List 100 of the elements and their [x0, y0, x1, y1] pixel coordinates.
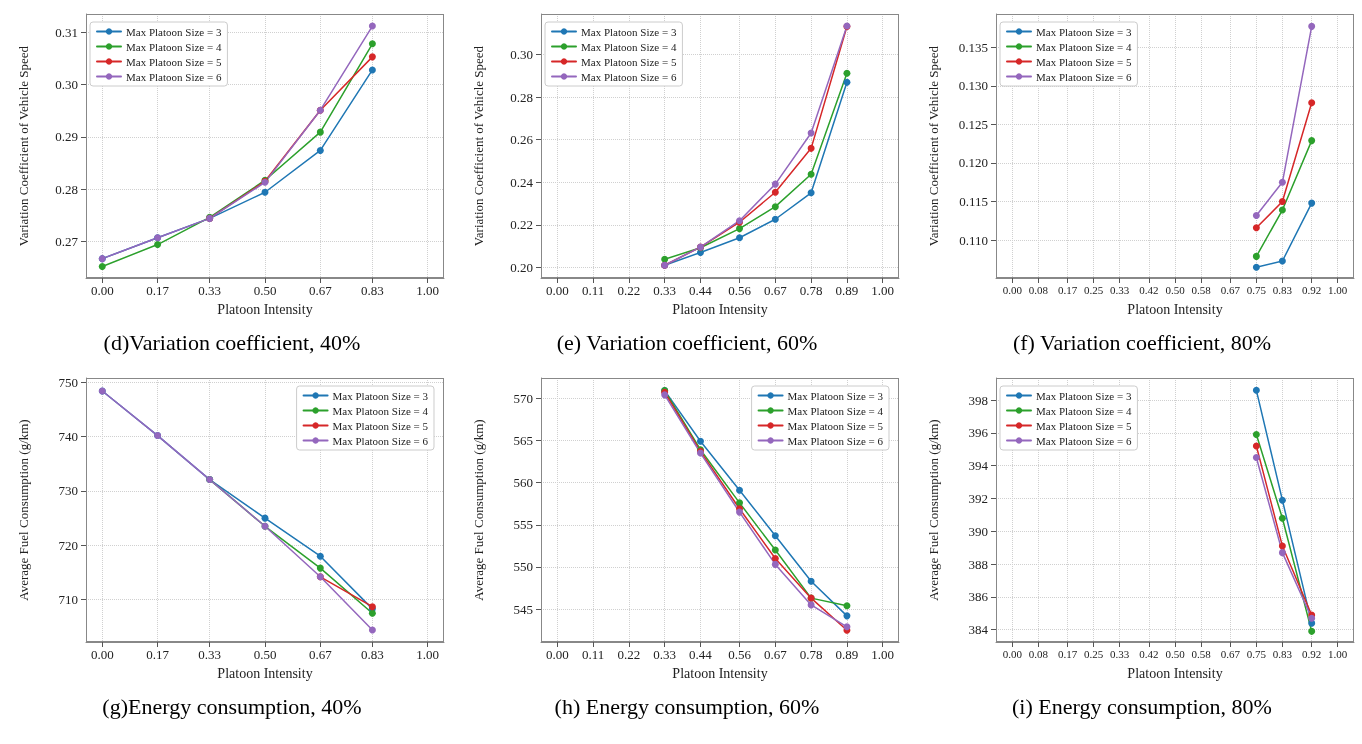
point — [1252, 454, 1260, 462]
legend-label: Max Platoon Size = 5 — [1036, 55, 1132, 68]
legend-label: Max Platoon Size = 4 — [787, 404, 884, 417]
point — [771, 180, 779, 188]
y-tick-label: 0.115 — [959, 194, 988, 210]
x-tick-label: 0.67 — [763, 283, 788, 298]
point — [368, 53, 376, 61]
y-axis-title: Average Fuel Consumption (g/km) — [471, 419, 486, 601]
y-tick-label: 740 — [58, 429, 78, 445]
legend-label: Max Platoon Size = 5 — [787, 419, 884, 432]
x-tick-label: 0.11 — [581, 647, 605, 662]
x-tick-label: 0.75 — [1246, 647, 1267, 660]
point — [1252, 252, 1260, 260]
point — [1278, 198, 1286, 206]
point — [661, 255, 669, 263]
y-tick-label: 0.20 — [510, 259, 533, 275]
x-axis-title: Platoon Intensity — [1127, 665, 1223, 681]
legend-label: Max Platoon Size = 6 — [1036, 70, 1132, 83]
point — [807, 189, 815, 197]
legend-label: Max Platoon Size = 6 — [126, 70, 222, 83]
x-tick-label: 1.00 — [416, 647, 440, 662]
x-tick-label: 0.08 — [1028, 647, 1049, 660]
y-tick-label: 384 — [968, 622, 989, 638]
y-tick-label: 0.24 — [510, 174, 534, 190]
legend-label: Max Platoon Size = 4 — [581, 40, 677, 53]
x-tick-label: 0.17 — [146, 283, 170, 298]
point — [1308, 199, 1316, 207]
x-tick-label: 0.17 — [1057, 647, 1078, 660]
x-tick-label: 0.89 — [835, 647, 859, 662]
y-axis-title: Variation Coefficient of Vehicle Speed — [16, 45, 31, 247]
x-tick-label: 0.83 — [361, 283, 384, 298]
y-tick-label: 0.125 — [958, 116, 988, 132]
point — [1252, 442, 1260, 450]
y-tick-label: 565 — [513, 432, 533, 448]
y-tick-label: 0.130 — [958, 78, 988, 94]
x-tick-label: 0.75 — [1246, 283, 1267, 296]
text: (f) Variation coefficient, 80% — [1011, 330, 1273, 356]
x-tick-label: 1.00 — [871, 283, 895, 298]
x-tick-label: 0.22 — [617, 283, 641, 298]
point — [807, 170, 815, 178]
x-tick-label: 0.50 — [253, 283, 277, 298]
y-tick-label: 0.135 — [958, 39, 988, 55]
point — [843, 612, 851, 620]
x-tick-label: 0.50 — [1165, 283, 1186, 296]
y-tick-label: 0.22 — [510, 217, 533, 233]
x-tick-label: 0.78 — [799, 647, 823, 662]
y-tick-label: 398 — [968, 392, 988, 408]
x-axis-title: Platoon Intensity — [1127, 301, 1223, 317]
point — [1308, 137, 1316, 145]
x-tick-label: 0.33 — [1110, 283, 1130, 296]
y-tick-label: 388 — [968, 556, 988, 572]
text: (g)Energy consumption, 40% — [101, 694, 363, 720]
x-tick-label: 0.50 — [253, 647, 277, 662]
point — [771, 532, 779, 540]
x-tick-label: 0.00 — [90, 283, 114, 298]
x-tick-label: 0.42 — [1139, 647, 1159, 660]
legend-label: Max Platoon Size = 3 — [581, 25, 677, 38]
legend-label: Max Platoon Size = 5 — [1036, 419, 1132, 432]
x-tick-label: 0.78 — [799, 283, 823, 298]
point — [1308, 627, 1316, 635]
x-tick-label: 1.00 — [1328, 647, 1348, 660]
point — [1308, 22, 1316, 30]
point — [1252, 211, 1260, 219]
x-tick-label: 0.42 — [1139, 283, 1159, 296]
x-axis-title: Platoon Intensity — [672, 301, 768, 317]
point — [736, 486, 744, 494]
x-tick-label: 0.67 — [763, 647, 788, 662]
text: (d)Variation coefficient, 40% — [102, 330, 362, 356]
y-tick-label: 710 — [58, 592, 78, 608]
y-tick-label: 396 — [968, 425, 989, 441]
point — [316, 146, 324, 154]
point — [736, 234, 744, 242]
x-axis-title: Platoon Intensity — [217, 301, 313, 317]
legend-label: Max Platoon Size = 3 — [787, 389, 884, 402]
y-axis-title: Variation Coefficient of Vehicle Speed — [471, 45, 486, 247]
x-tick-label: 0.22 — [617, 647, 641, 662]
point — [736, 499, 744, 507]
point — [696, 437, 704, 445]
y-axis-title: Average Fuel Consumption (g/km) — [926, 419, 941, 601]
x-tick-label: 0.33 — [1110, 647, 1130, 660]
legend-label: Max Platoon Size = 6 — [581, 70, 677, 83]
x-tick-label: 0.08 — [1028, 283, 1049, 296]
x-tick-label: 0.25 — [1084, 283, 1104, 296]
point — [771, 203, 779, 211]
legend-label: Max Platoon Size = 6 — [787, 434, 884, 447]
y-axis-title: Variation Coefficient of Vehicle Speed — [926, 45, 941, 247]
point — [1252, 386, 1260, 394]
y-tick-label: 570 — [513, 390, 533, 406]
y-tick-label: 0.31 — [55, 24, 78, 40]
y-tick-label: 560 — [513, 475, 533, 491]
point — [1252, 431, 1260, 439]
y-tick-label: 545 — [513, 601, 533, 617]
y-tick-label: 390 — [968, 523, 988, 539]
x-tick-label: 0.00 — [90, 647, 114, 662]
point — [1252, 224, 1260, 232]
x-tick-label: 1.00 — [1328, 283, 1348, 296]
text: (i) Energy consumption, 80% — [1011, 694, 1273, 720]
point — [807, 601, 815, 609]
point — [316, 128, 324, 136]
point — [807, 144, 815, 152]
